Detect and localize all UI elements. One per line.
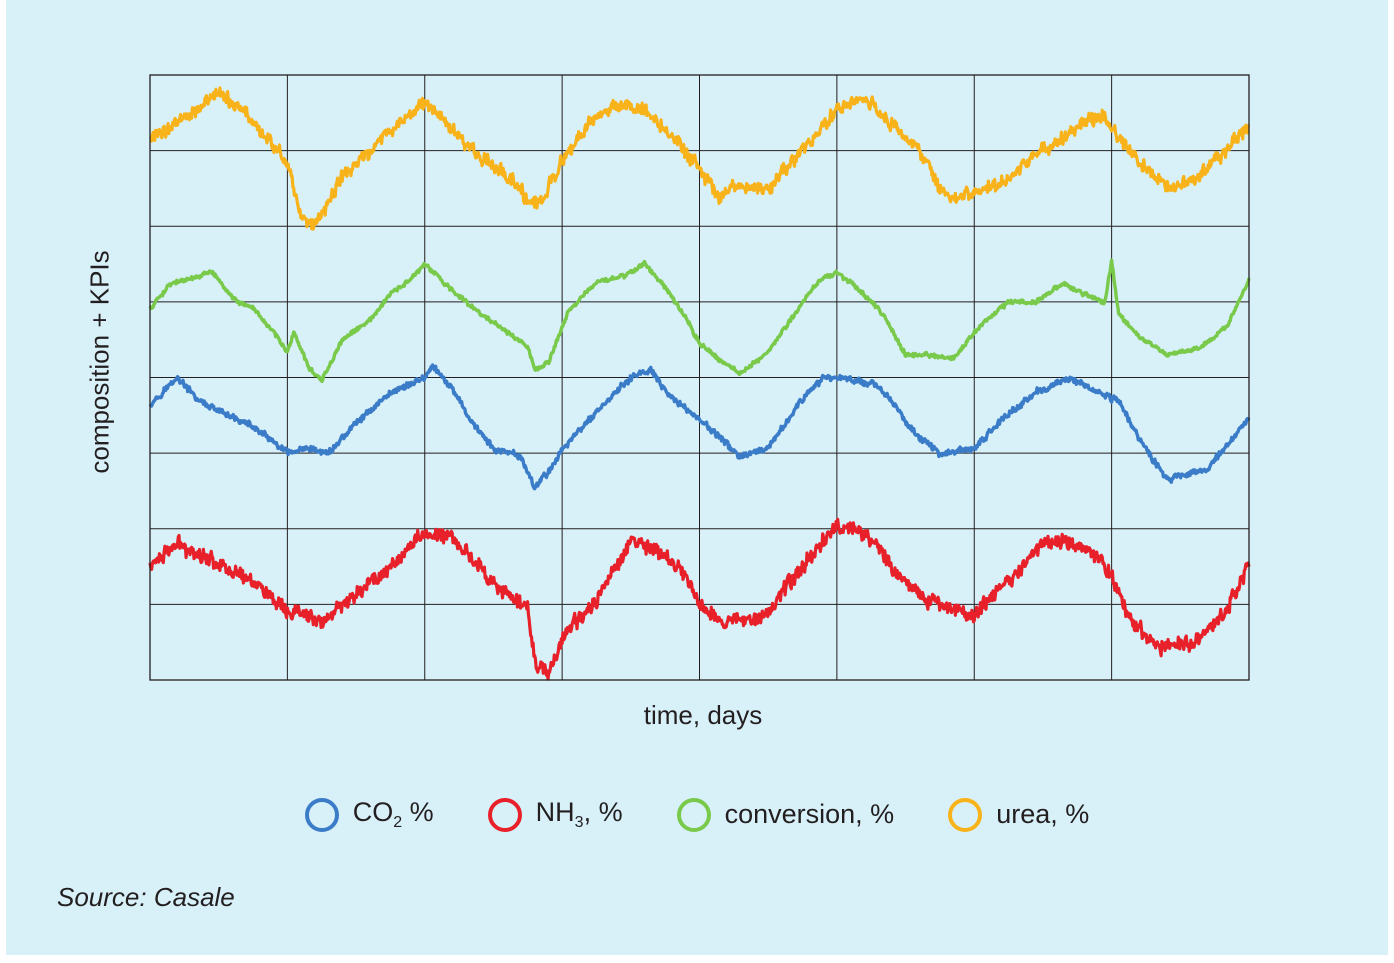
legend-item-conversion: conversion, % xyxy=(676,797,895,832)
legend-item-co2: CO2 % xyxy=(304,797,434,832)
legend-label-nh3: NH3, % xyxy=(535,797,623,831)
legend-label-urea: urea, % xyxy=(996,799,1090,829)
legend-swatch-co2 xyxy=(304,797,339,832)
series-line-urea xyxy=(149,86,1251,231)
source-note: Source: Casale xyxy=(57,882,235,912)
legend-label-conversion: conversion, % xyxy=(724,799,895,829)
legend: CO2 % NH3, % conversion, % urea, % xyxy=(0,797,1394,832)
series-line-co2 xyxy=(148,363,1251,491)
legend-swatch-nh3 xyxy=(487,797,522,832)
series-line-conversion xyxy=(148,258,1251,384)
x-axis-label: time, days xyxy=(643,700,763,730)
y-axis-label: composition + KPIs xyxy=(84,250,115,474)
series-line-nh3 xyxy=(148,517,1251,681)
legend-item-urea: urea, % xyxy=(948,797,1090,832)
legend-swatch-conversion xyxy=(676,797,711,832)
legend-label-co2: CO2 % xyxy=(352,797,434,831)
series-layer xyxy=(148,86,1251,681)
legend-item-nh3: NH3, % xyxy=(487,797,623,832)
plot-frame xyxy=(149,74,1250,681)
legend-swatch-urea xyxy=(948,797,983,832)
chart-panel xyxy=(6,0,1388,955)
